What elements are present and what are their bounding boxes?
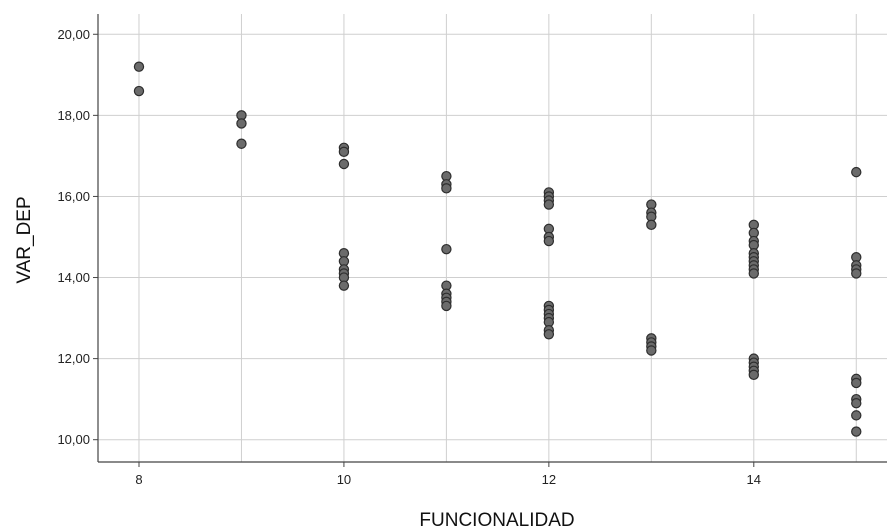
data-point (543, 235, 555, 247)
data-point (133, 61, 145, 72)
data-point (851, 398, 862, 409)
y-tick-label: 18,00 (57, 108, 90, 123)
data-point (338, 280, 350, 291)
data-point (338, 146, 350, 158)
data-point (236, 118, 247, 129)
data-point (441, 300, 452, 312)
data-point (748, 268, 759, 279)
data-point (748, 369, 759, 381)
data-point (441, 183, 452, 194)
data-point (338, 158, 350, 170)
data-point (851, 410, 862, 421)
axes-layer (97, 14, 887, 463)
data-point (441, 243, 452, 255)
grid-layer (98, 14, 887, 462)
data-point (543, 329, 555, 340)
data-point (851, 426, 862, 437)
ticks-layer: 8 10 12 14 10,00 12,00 14,00 16,00 18,00 20,00 (57, 27, 761, 487)
data-point (133, 85, 145, 97)
data-point (543, 199, 555, 210)
data-point (236, 138, 247, 149)
data-point (851, 268, 862, 279)
y-tick-label: 12,00 (57, 351, 90, 366)
data-point (851, 377, 862, 389)
y-tick-label: 20,00 (57, 27, 90, 42)
points-layer (133, 61, 862, 437)
data-point (646, 219, 657, 231)
x-tick-label: 14 (747, 472, 761, 487)
data-point (851, 166, 862, 178)
y-tick-label: 14,00 (57, 270, 90, 285)
y-tick-label: 16,00 (57, 189, 90, 204)
data-point (646, 345, 657, 356)
y-axis-title: VAR_DEP (14, 196, 35, 283)
x-tick-label: 10 (337, 472, 351, 487)
x-axis-title: FUNCIONALIDAD (419, 510, 574, 530)
y-tick-label: 10,00 (57, 432, 90, 447)
x-tick-label: 12 (542, 472, 556, 487)
x-tick-label: 8 (135, 472, 142, 487)
